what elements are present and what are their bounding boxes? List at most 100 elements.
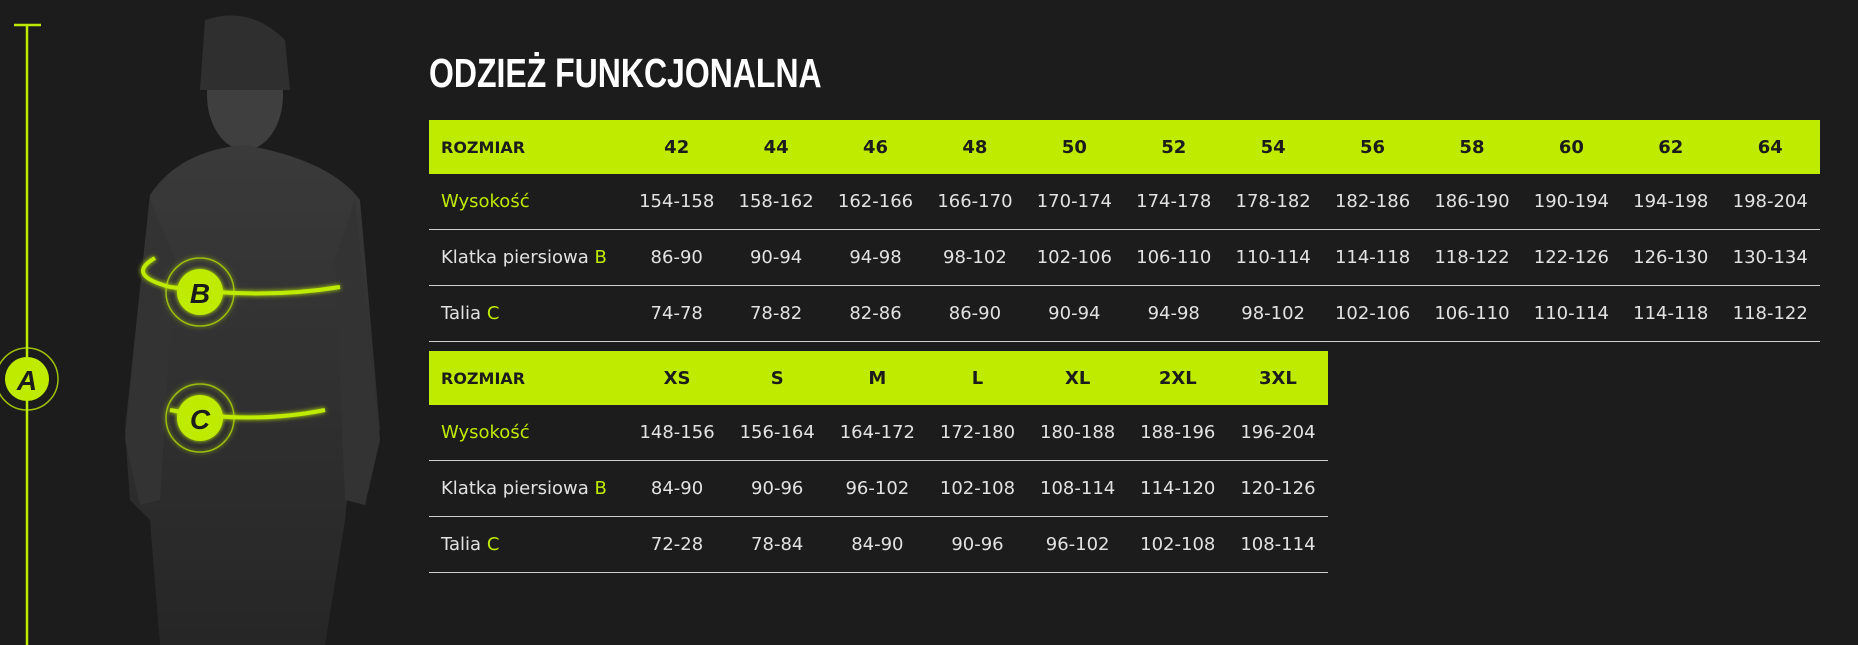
- row-marker: B: [594, 478, 607, 499]
- table-cell: 98-102: [925, 229, 1025, 286]
- table-cell: 78-82: [726, 285, 826, 342]
- table-cell: 186-190: [1422, 174, 1522, 230]
- size-header: 48: [925, 120, 1025, 174]
- table-cell: 102-108: [927, 460, 1028, 517]
- table-cell: 106-110: [1124, 229, 1224, 286]
- table-cell: 84-90: [627, 460, 728, 517]
- model-figure: A B C: [0, 15, 380, 645]
- table-cell: 114-118: [1322, 229, 1423, 286]
- row-label-text: Klatka piersiowa: [441, 247, 589, 268]
- table-row: Wysokość 154-158 158-162 162-166 166-170 170-…: [429, 174, 1820, 230]
- table-cell: 110-114: [1223, 229, 1323, 286]
- size-header: 46: [825, 120, 926, 174]
- size-header: 50: [1024, 120, 1125, 174]
- header-row: ROZMIAR XS S M L XL 2XL 3XL: [429, 351, 1328, 405]
- page-title: ODZIEŻ FUNKCJONALNA: [429, 50, 822, 96]
- row-label-text: Wysokość: [441, 422, 530, 443]
- row-marker: C: [486, 534, 500, 555]
- table-cell: 108-114: [1027, 460, 1128, 517]
- size-header: 64: [1720, 120, 1820, 174]
- row-label-text: Talia: [441, 303, 482, 324]
- row-label: Talia C: [429, 516, 627, 573]
- table-cell: 114-120: [1127, 460, 1228, 517]
- header-row: ROZMIAR 42 44 46 48 50 52 54 56 58 60 62 64: [429, 120, 1820, 174]
- size-header: S: [727, 351, 828, 405]
- row-label: Talia C: [429, 285, 627, 342]
- size-header: 3XL: [1227, 351, 1328, 405]
- table-cell: 198-204: [1720, 174, 1820, 230]
- row-label: Klatka piersiowa B: [429, 229, 627, 286]
- table-cell: 108-114: [1227, 516, 1328, 573]
- header-label: ROZMIAR: [429, 120, 627, 174]
- chest-ring-b: B: [141, 256, 341, 327]
- table-row: Talia C 74-78 78-82 82-86 86-90 90-94 94-98 98-…: [429, 285, 1820, 342]
- table-cell: 94-98: [1124, 285, 1224, 342]
- table-cell: 172-180: [927, 405, 1028, 461]
- table-cell: 102-106: [1024, 229, 1125, 286]
- table-cell: 110-114: [1521, 285, 1622, 342]
- table-cell: 158-162: [726, 174, 826, 230]
- marker-a-icon: A: [0, 347, 59, 411]
- row-label-text: Klatka piersiowa: [441, 478, 589, 499]
- table-cell: 90-96: [927, 516, 1028, 573]
- table-cell: 98-102: [1223, 285, 1323, 342]
- size-header: XL: [1027, 351, 1128, 405]
- table-cell: 122-126: [1521, 229, 1622, 286]
- table-cell: 162-166: [825, 174, 926, 230]
- table-cell: 188-196: [1127, 405, 1228, 461]
- table-cell: 178-182: [1223, 174, 1323, 230]
- table-cell: 90-94: [1024, 285, 1125, 342]
- table-cell: 118-122: [1720, 285, 1820, 342]
- table-cell: 126-130: [1621, 229, 1721, 286]
- table-cell: 148-156: [627, 405, 728, 461]
- size-header: 62: [1621, 120, 1721, 174]
- size-header: 52: [1124, 120, 1224, 174]
- table-row: Talia C 72-28 78-84 84-90 90-96 96-102 102-108…: [429, 516, 1328, 573]
- table-cell: 84-90: [827, 516, 928, 573]
- size-header: 44: [726, 120, 826, 174]
- header-label: ROZMIAR: [429, 351, 627, 405]
- table-cell: 96-102: [1027, 516, 1128, 573]
- table-cell: 174-178: [1124, 174, 1224, 230]
- table-cell: 154-158: [627, 174, 727, 230]
- size-header: M: [827, 351, 928, 405]
- table-cell: 72-28: [627, 516, 728, 573]
- table-cell: 94-98: [825, 229, 926, 286]
- size-header: 54: [1223, 120, 1323, 174]
- table-cell: 74-78: [627, 285, 727, 342]
- waist-ring-c: C: [165, 383, 326, 453]
- size-header: L: [927, 351, 1028, 405]
- size-header: 2XL: [1127, 351, 1228, 405]
- size-header: XS: [627, 351, 728, 405]
- table-cell: 102-106: [1322, 285, 1423, 342]
- svg-text:A: A: [16, 365, 37, 396]
- table-cell: 106-110: [1422, 285, 1522, 342]
- row-label-text: Talia: [441, 534, 482, 555]
- table-cell: 182-186: [1322, 174, 1423, 230]
- table-cell: 90-94: [726, 229, 826, 286]
- size-header: 60: [1521, 120, 1622, 174]
- table-cell: 120-126: [1227, 460, 1328, 517]
- table-cell: 86-90: [627, 229, 727, 286]
- table-cell: 86-90: [925, 285, 1025, 342]
- size-header: 42: [627, 120, 727, 174]
- size-header: 58: [1422, 120, 1522, 174]
- table-cell: 96-102: [827, 460, 928, 517]
- table-cell: 170-174: [1024, 174, 1125, 230]
- row-marker: B: [594, 247, 607, 268]
- table-cell: 196-204: [1227, 405, 1328, 461]
- size-header: 56: [1322, 120, 1423, 174]
- svg-text:B: B: [190, 278, 210, 309]
- table-cell: 166-170: [925, 174, 1025, 230]
- table-cell: 90-96: [727, 460, 828, 517]
- table-row: Klatka piersiowa B 86-90 90-94 94-98 98-102 1…: [429, 229, 1820, 286]
- table-row: Wysokość 148-156 156-164 164-172 172-180 180-…: [429, 405, 1328, 461]
- table-cell: 114-118: [1621, 285, 1721, 342]
- size-table-letter: ROZMIAR XS S M L XL 2XL 3XL Wysokość 148-156 156-1…: [429, 351, 1328, 573]
- row-label: Klatka piersiowa B: [429, 460, 627, 517]
- row-label-text: Wysokość: [441, 191, 530, 212]
- height-measure-line: [14, 23, 41, 645]
- table-cell: 164-172: [827, 405, 928, 461]
- table-cell: 118-122: [1422, 229, 1522, 286]
- size-table-numeric: ROZMIAR 42 44 46 48 50 52 54 56 58 60 62 64 Wysokość 1…: [429, 120, 1820, 342]
